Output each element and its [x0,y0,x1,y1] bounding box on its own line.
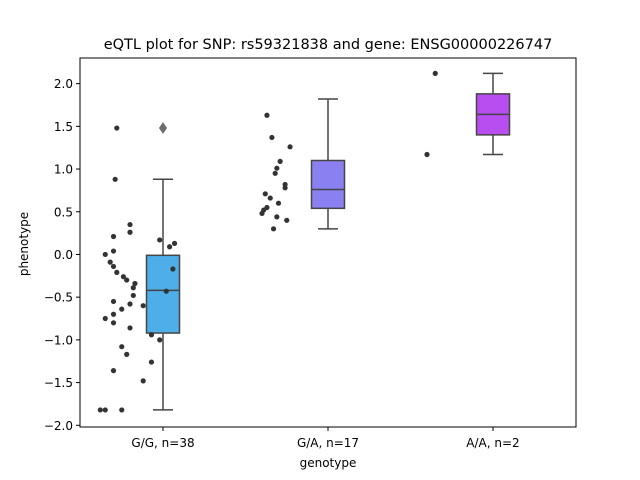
data-point [110,248,117,254]
data-point [97,407,103,413]
x-tick-label: G/A, n=17 [297,436,359,450]
data-point [110,233,117,240]
data-point [119,344,125,350]
data-point [124,351,130,357]
data-point [102,315,108,322]
data-point [275,200,282,206]
data-point [110,311,117,317]
data-point [269,134,275,141]
data-point [107,259,113,265]
data-point [124,277,130,283]
data-point [167,244,173,250]
data-point [120,274,126,280]
y-tick-label: −1.0 [44,333,73,347]
data-point [110,298,117,305]
y-tick-label: 1.0 [54,163,73,177]
data-point [127,221,133,228]
data-point [132,280,138,287]
data-point [274,214,280,220]
data-point [259,210,265,217]
data-point [130,292,136,299]
data-point [110,368,117,374]
data-point [102,407,108,413]
data-point [170,266,176,272]
data-point [267,195,273,201]
data-point [163,288,169,294]
data-point [284,217,290,223]
data-point [119,306,125,312]
data-point [110,263,117,270]
y-tick-label: 0.0 [54,248,73,262]
data-point [114,125,120,131]
data-point [424,151,430,158]
data-point [287,144,293,150]
data-point [112,176,118,182]
data-point [110,320,117,326]
data-point [119,407,125,413]
data-point [127,301,133,307]
x-tick-label: A/A, n=2 [466,436,519,450]
data-point [277,158,283,164]
data-point [127,229,133,235]
y-tick-label: 1.5 [54,120,73,134]
y-tick-label: −1.5 [44,376,73,390]
outlier-marker [158,122,168,134]
y-tick-label: 0.5 [54,205,73,219]
y-tick-label: 2.0 [54,77,73,91]
data-point [102,251,108,258]
data-point [148,332,155,338]
data-point [264,112,270,118]
y-tick-label: −0.5 [44,291,73,305]
data-point [274,165,280,171]
data-point [157,337,163,343]
box [310,159,346,210]
data-point [282,185,288,191]
data-point [432,70,438,76]
data-point [114,269,120,275]
data-point [148,359,155,365]
x-tick-label: G/G, n=38 [131,436,194,450]
data-point [270,226,277,232]
data-point [262,191,268,197]
data-point [140,378,146,384]
data-point [272,170,278,176]
data-point [130,285,136,291]
data-point [140,303,146,309]
chart-title: eQTL plot for SNP: rs59321838 and gene: … [104,37,553,53]
y-tick-label: −2.0 [44,419,73,433]
data-point [127,325,133,331]
y-axis-label: phenotype [17,212,31,276]
data-point [157,237,163,243]
plot-area: −2.0 −1.5 −1.0 −0.5 0.0 0.5 1.0 1.5 2.0 G/G, n=38… [44,57,577,450]
data-point [171,240,178,246]
x-axis-label: genotype [300,456,357,470]
